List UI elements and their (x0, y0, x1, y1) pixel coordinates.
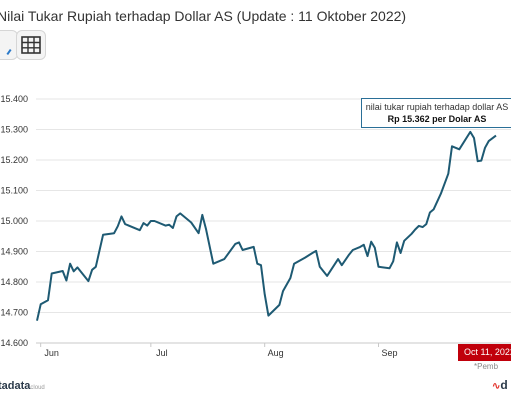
y-tick-label: 15.000 (0, 216, 28, 226)
x-tick-label: Jun (44, 348, 59, 358)
brand-logo-right[interactable]: ∿d (492, 378, 508, 392)
grid-table-icon (21, 36, 41, 54)
brand-suffix: cloud (30, 385, 45, 391)
y-tick-label: 15.400 (0, 94, 28, 104)
crosshair-date-badge: Oct 11, 2022 (458, 344, 511, 361)
y-tick-label: 14.600 (0, 338, 28, 348)
footnote: *Pemb (474, 362, 499, 371)
y-axis-tick-labels: 14.600 14.700 14.800 14.900 15.000 15.100 15.2… (0, 94, 28, 348)
tooltip-label: nilai tukar rupiah terhadap dollar AS (365, 102, 509, 112)
y-tick-label: 15.100 (0, 186, 28, 196)
hover-tooltip: nilai tukar rupiah terhadap dollar AS Rp… (361, 98, 511, 128)
y-tick-label: 14.700 (0, 308, 28, 318)
series-line[interactable] (36, 130, 497, 321)
y-tick-label: 15.300 (0, 125, 28, 135)
table-view-button[interactable] (16, 30, 46, 60)
brand-name: tadata (0, 380, 31, 392)
y-tick-label: 15.200 (0, 155, 28, 165)
x-tick-label: Jul (156, 348, 168, 358)
x-axis-tick-labels: Jun Jul Aug Sep (44, 348, 397, 358)
pulse-icon: ∿ (492, 381, 501, 392)
x-tick-label: Aug (268, 348, 284, 358)
series-lines (36, 130, 497, 321)
y-tick-label: 14.900 (0, 247, 28, 257)
y-tick-label: 14.800 (0, 277, 28, 287)
chart-title: Nilai Tukar Rupiah terhadap Dollar AS (U… (0, 8, 407, 24)
tooltip-value: Rp 15.362 per Dolar AS (387, 114, 487, 124)
brand-logo[interactable]: tadatacloud (0, 380, 45, 392)
x-tick-label: Sep (382, 348, 398, 358)
brand-right-text: d (500, 378, 508, 392)
